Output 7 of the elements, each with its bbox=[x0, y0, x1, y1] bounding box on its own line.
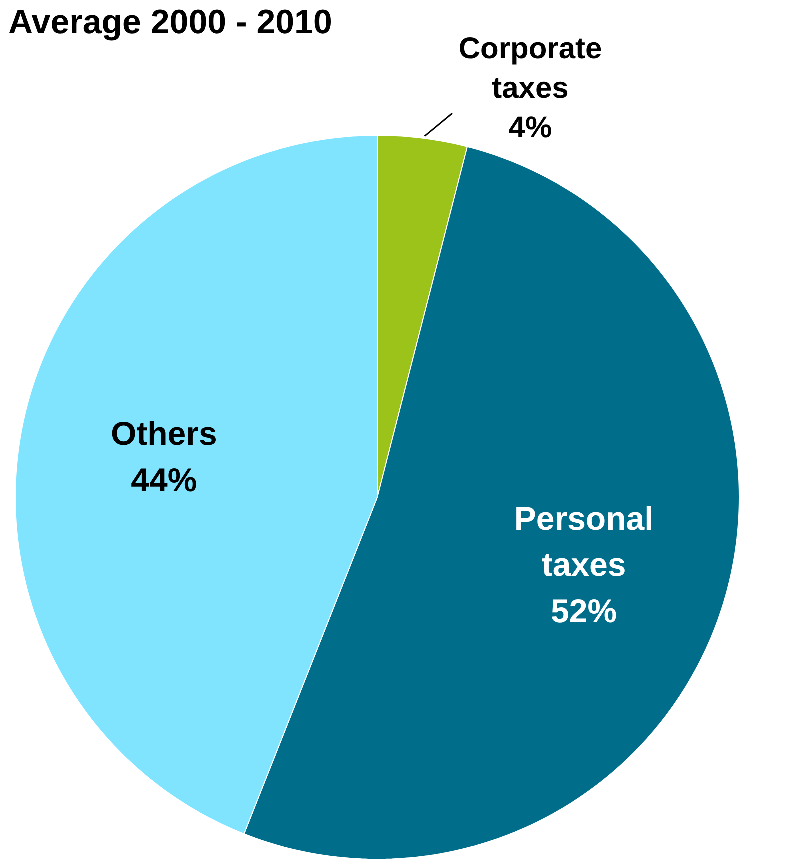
data-label: 52% bbox=[551, 592, 618, 630]
slice-label: Corporate taxes bbox=[458, 32, 602, 105]
slice-label: Others bbox=[110, 415, 218, 452]
data-label: 4% bbox=[508, 112, 552, 145]
data-label: 44% bbox=[131, 461, 198, 498]
chart-title: Average 2000 - 2010 bbox=[8, 4, 332, 42]
slice-label: Personal taxes bbox=[514, 500, 654, 584]
